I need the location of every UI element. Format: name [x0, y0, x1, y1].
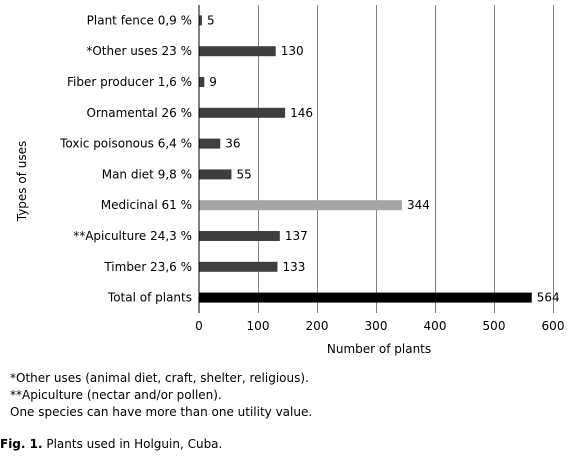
data-label: 564: [537, 291, 560, 305]
category-labels: Plant fence 0,9 % *Other uses 23 % Fiber p…: [59, 13, 192, 304]
bar: [199, 200, 402, 211]
footnote-other-uses: *Other uses (animal diet, craft, shelter…: [10, 371, 309, 385]
figure-caption-text: Plants used in Holguin, Cuba.: [42, 437, 223, 451]
x-tick-label: 200: [306, 319, 329, 333]
bar: [199, 138, 221, 149]
figure-caption: Fig. 1. Plants used in Holguin, Cuba.: [0, 437, 222, 451]
x-tick-label: 0: [195, 319, 203, 333]
bar: [199, 15, 202, 26]
gridlines: [258, 5, 554, 313]
x-tick-label: 400: [424, 319, 447, 333]
x-tick-label: 600: [542, 319, 565, 333]
category-label: **Apiculture 24,3 %: [73, 229, 192, 243]
category-label: Ornamental 26 %: [87, 106, 193, 120]
bar: [199, 107, 286, 118]
y-axis-title: Types of uses: [15, 141, 29, 223]
bars: [199, 15, 532, 303]
data-label: 137: [285, 229, 308, 243]
data-label: 36: [225, 137, 240, 151]
value-labels: 5 130 9 146 36 55 344 137 133 564: [207, 13, 560, 304]
data-label: 130: [281, 44, 304, 58]
data-label: 146: [290, 106, 313, 120]
category-label: Man diet 9,8 %: [102, 167, 192, 181]
bar: [199, 231, 280, 241]
category-label: Fiber producer 1,6 %: [67, 75, 192, 89]
bar: [199, 261, 278, 272]
category-label: Toxic poisonous 6,4 %: [59, 137, 192, 151]
x-tick-labels: 0 100 200 300 400 500 600: [195, 319, 564, 333]
category-label: *Other uses 23 %: [86, 44, 192, 58]
category-label: Timber 23,6 %: [103, 260, 192, 274]
footnotes: *Other uses (animal diet, craft, shelter…: [10, 370, 312, 421]
data-label: 5: [207, 13, 215, 27]
data-label: 344: [407, 198, 430, 212]
category-label: Plant fence 0,9 %: [87, 13, 192, 27]
data-label: 133: [282, 260, 305, 274]
data-label: 9: [209, 75, 217, 89]
category-label: Medicinal 61 %: [101, 198, 192, 212]
figure-label: Fig. 1.: [0, 437, 43, 451]
x-tick-label: 500: [483, 319, 506, 333]
x-axis-title: Number of plants: [327, 342, 431, 356]
footnote-utility: One species can have more than one utili…: [10, 405, 313, 419]
bar-chart: Plant fence 0,9 % *Other uses 23 % Fiber p…: [15, 5, 564, 356]
data-label: 55: [236, 167, 251, 181]
bar: [199, 77, 205, 87]
footnote-apiculture: **Apiculture (nectar and/or pollen).: [10, 388, 222, 402]
category-label: Total of plants: [107, 291, 192, 305]
bar: [199, 46, 276, 57]
x-tick-label: 100: [247, 319, 270, 333]
x-tick-label: 300: [365, 319, 388, 333]
bar: [199, 169, 232, 180]
bar: [199, 292, 532, 303]
